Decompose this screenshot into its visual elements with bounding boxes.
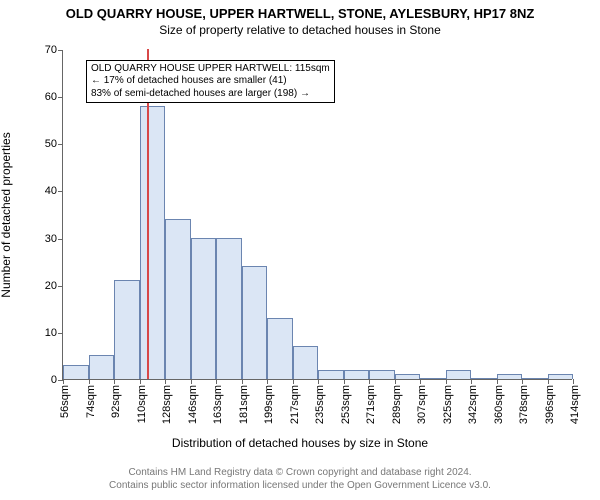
histogram-bar	[318, 370, 344, 379]
x-tick-label: 289sqm	[391, 385, 403, 424]
histogram-bar	[446, 370, 472, 379]
x-tick-label: 128sqm	[161, 385, 173, 424]
histogram-bar	[293, 346, 319, 379]
chart-container: OLD QUARRY HOUSE, UPPER HARTWELL, STONE,…	[0, 0, 600, 500]
histogram-bar	[344, 370, 370, 379]
x-tick-label: 92sqm	[110, 385, 122, 418]
plot-area: 01020304050607056sqm74sqm92sqm110sqm128s…	[62, 50, 572, 380]
annotation-box: OLD QUARRY HOUSE UPPER HARTWELL: 115sqm←…	[86, 60, 335, 104]
x-tick-label: 235sqm	[314, 385, 326, 424]
annotation-line: OLD QUARRY HOUSE UPPER HARTWELL: 115sqm	[91, 63, 330, 76]
footer-line-1: Contains HM Land Registry data © Crown c…	[0, 467, 600, 480]
histogram-bar	[242, 266, 268, 379]
x-tick-label: 181sqm	[238, 385, 250, 424]
x-tick-label: 325sqm	[442, 385, 454, 424]
x-tick-label: 110sqm	[136, 385, 148, 423]
y-axis-label: Number of detached properties	[0, 132, 13, 297]
x-tick-label: 56sqm	[59, 385, 71, 418]
x-tick-label: 199sqm	[263, 385, 275, 424]
histogram-bar	[63, 365, 89, 379]
histogram-bar	[471, 378, 497, 379]
annotation-line: 83% of semi-detached houses are larger (…	[91, 88, 330, 101]
x-tick-label: 253sqm	[340, 385, 352, 424]
footer: Contains HM Land Registry data © Crown c…	[0, 463, 600, 500]
histogram-bar	[114, 280, 140, 379]
histogram-bar	[191, 238, 217, 379]
x-tick-label: 271sqm	[365, 385, 377, 424]
x-tick-label: 414sqm	[569, 385, 581, 424]
x-tick-label: 217sqm	[289, 385, 301, 424]
chart-subtitle: Size of property relative to detached ho…	[0, 21, 600, 37]
x-tick-label: 307sqm	[416, 385, 428, 424]
x-tick-label: 74sqm	[85, 385, 97, 418]
histogram-bar	[369, 370, 395, 379]
x-tick-label: 163sqm	[212, 385, 224, 424]
histogram-bar	[497, 374, 523, 379]
histogram-bar	[216, 238, 242, 379]
chart-title: OLD QUARRY HOUSE, UPPER HARTWELL, STONE,…	[0, 0, 600, 21]
annotation-line: ← 17% of detached houses are smaller (41…	[91, 75, 330, 88]
footer-line-2: Contains public sector information licen…	[0, 480, 600, 493]
histogram-bar	[267, 318, 293, 379]
histogram-bar	[420, 378, 446, 379]
x-tick-label: 342sqm	[467, 385, 479, 424]
histogram-bar	[140, 106, 166, 379]
x-tick-label: 146sqm	[187, 385, 199, 424]
histogram-bar	[89, 355, 115, 379]
x-tick-label: 378sqm	[518, 385, 530, 424]
x-axis-label: Distribution of detached houses by size …	[0, 436, 600, 450]
histogram-bar	[395, 374, 421, 379]
histogram-bar	[548, 374, 574, 379]
histogram-bar	[522, 378, 548, 379]
histogram-bar	[165, 219, 191, 379]
x-tick-label: 396sqm	[544, 385, 556, 424]
x-tick-label: 360sqm	[493, 385, 505, 424]
